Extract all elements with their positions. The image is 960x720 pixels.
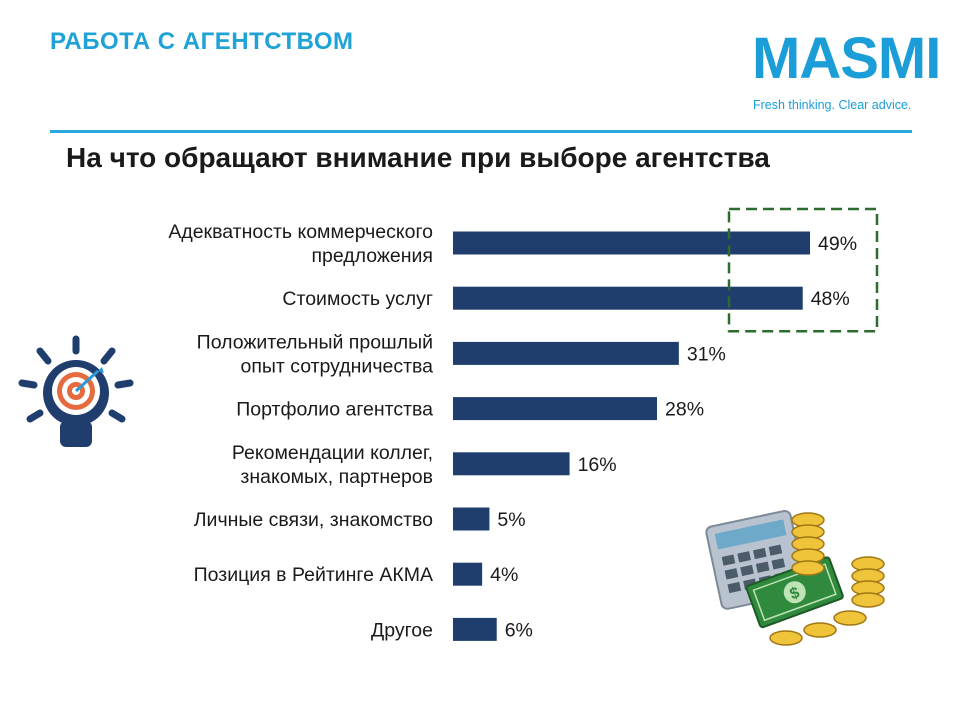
chart-title: На что обращают внимание при выборе аген… bbox=[66, 142, 770, 173]
category-label: Портфолио агентства bbox=[236, 399, 433, 421]
masmi-logo: MASMI Fresh thinking. Clear advice. bbox=[748, 22, 941, 117]
bar bbox=[453, 231, 810, 255]
data-label: 6% bbox=[505, 619, 533, 641]
data-label: 31% bbox=[687, 343, 726, 365]
highlight-box bbox=[727, 207, 879, 333]
header-divider bbox=[50, 130, 912, 133]
bar bbox=[453, 507, 490, 531]
bar bbox=[453, 397, 657, 421]
data-label: 48% bbox=[811, 288, 850, 310]
category-label: Другое bbox=[371, 619, 433, 641]
category-label: Положительный прошлый bbox=[197, 331, 433, 353]
calculator-money-coins-icon: $ bbox=[705, 509, 885, 646]
data-label: 4% bbox=[490, 564, 518, 586]
category-label: опыт сотрудничества bbox=[240, 355, 433, 377]
data-label: 28% bbox=[665, 399, 704, 421]
bar bbox=[453, 617, 497, 641]
category-label: Адекватность коммерческого bbox=[168, 221, 433, 243]
category-label: знакомых, партнеров bbox=[240, 466, 433, 488]
logo-word: MASMI bbox=[752, 26, 941, 91]
bar bbox=[453, 341, 679, 365]
data-label: 49% bbox=[818, 233, 857, 255]
category-label: Рекомендации коллег, bbox=[232, 442, 433, 464]
category-label: Личные связи, знакомство bbox=[194, 509, 433, 531]
section-title: РАБОТА С АГЕНТСТВОМ bbox=[50, 28, 354, 55]
data-label: 16% bbox=[578, 454, 617, 476]
logo-tagline: Fresh thinking. Clear advice. bbox=[753, 98, 912, 112]
bar bbox=[453, 286, 803, 310]
lightbulb-target-icon bbox=[18, 335, 134, 447]
category-label: Стоимость услуг bbox=[282, 288, 433, 310]
bar bbox=[453, 562, 483, 586]
category-label: предложения bbox=[311, 245, 433, 267]
data-label: 5% bbox=[497, 509, 525, 531]
bar bbox=[453, 452, 570, 476]
category-label: Позиция в Рейтинге АКМА bbox=[194, 564, 433, 586]
